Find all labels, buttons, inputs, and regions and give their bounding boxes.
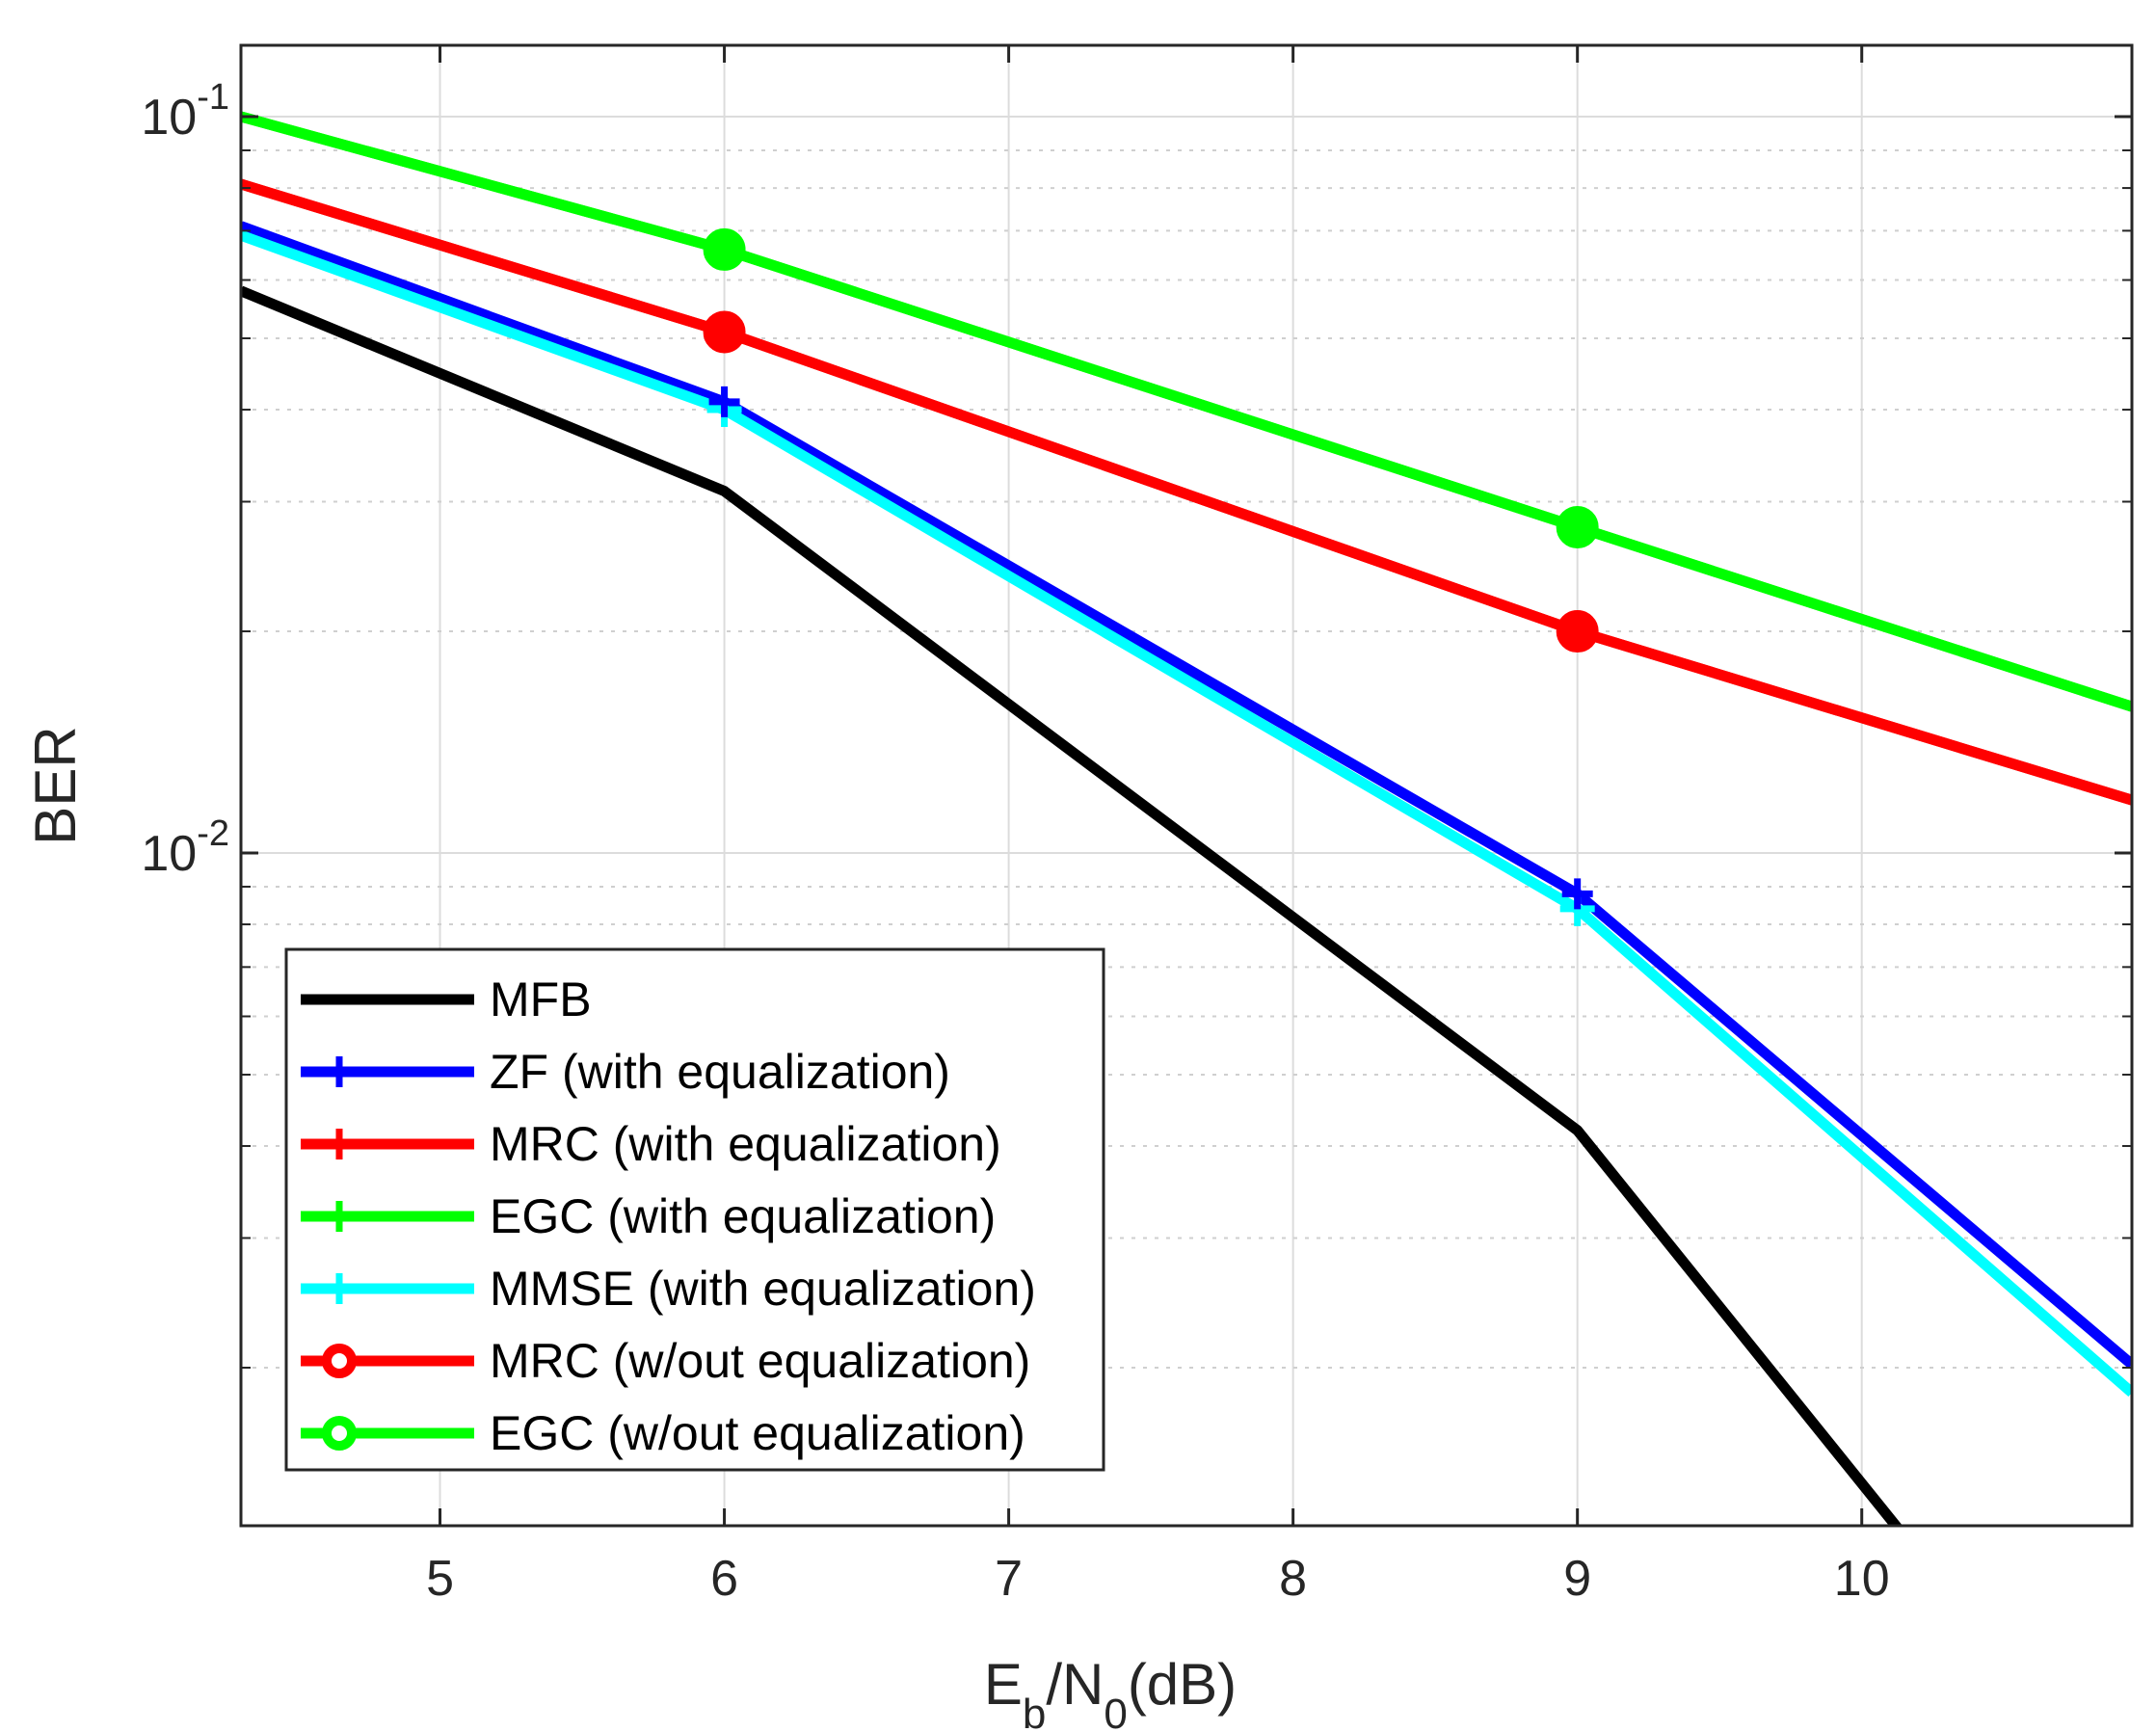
legend-entry: MMSE (with equalization) — [301, 1262, 1036, 1316]
x-tick-label: 7 — [995, 1551, 1023, 1607]
plot-border — [239, 43, 2134, 1528]
x-tick-label: 6 — [710, 1551, 738, 1607]
legend-entry: MFB — [301, 973, 592, 1026]
legend: MFB ZF (with equalization) MRC (with equal… — [284, 947, 1105, 1472]
axis-ticks: 5 6 7 8 9 10 10-1 10-2 — [141, 45, 2132, 1607]
x-tick-label: 9 — [1563, 1551, 1591, 1607]
legend-label: MFB — [490, 973, 592, 1026]
x-tick-label: 5 — [426, 1551, 454, 1607]
legend-marker-hole — [332, 1426, 347, 1441]
series-line-mrc-w-out-equalization — [241, 178, 2132, 806]
x-axis-label: Eb/N0(dB) — [984, 1652, 1237, 1732]
legend-entry: MRC (with equalization) — [301, 1117, 1001, 1171]
x-tick-label: 10 — [1834, 1551, 1890, 1607]
series-lines — [241, 111, 2132, 1526]
legend-entry: ZF (with equalization) — [301, 1045, 950, 1099]
series-line-mfb — [241, 285, 1903, 1526]
y-axis-label: BER — [23, 726, 88, 844]
series-line-mmse-with-equalization — [241, 230, 2132, 1398]
data-point-marker — [1556, 505, 1599, 548]
series-markers — [703, 227, 1599, 926]
series-line-egc-w-out-equalization — [241, 111, 2132, 712]
legend-marker-hole — [332, 1353, 347, 1369]
legend-entry: MRC (w/out equalization) — [301, 1334, 1030, 1388]
data-point-marker — [703, 310, 746, 354]
legend-entry: EGC (with equalization) — [301, 1189, 996, 1243]
data-point-marker — [1556, 610, 1599, 653]
y-tick-label: 10-1 — [141, 77, 229, 146]
y-tick-label: 10-2 — [141, 813, 229, 882]
legend-label: MRC (w/out equalization) — [490, 1334, 1030, 1388]
legend-label: MMSE (with equalization) — [490, 1262, 1036, 1316]
legend-label: ZF (with equalization) — [490, 1045, 950, 1099]
x-tick-label: 8 — [1279, 1551, 1307, 1607]
legend-label: EGC (w/out equalization) — [490, 1406, 1025, 1460]
legend-label: MRC (with equalization) — [490, 1117, 1001, 1171]
legend-box — [284, 947, 1105, 1472]
series-line-zf-with-equalization — [241, 221, 2132, 1369]
data-point-marker — [703, 227, 746, 271]
legend-label: EGC (with equalization) — [490, 1189, 996, 1243]
legend-entry: EGC (w/out equalization) — [301, 1406, 1025, 1460]
